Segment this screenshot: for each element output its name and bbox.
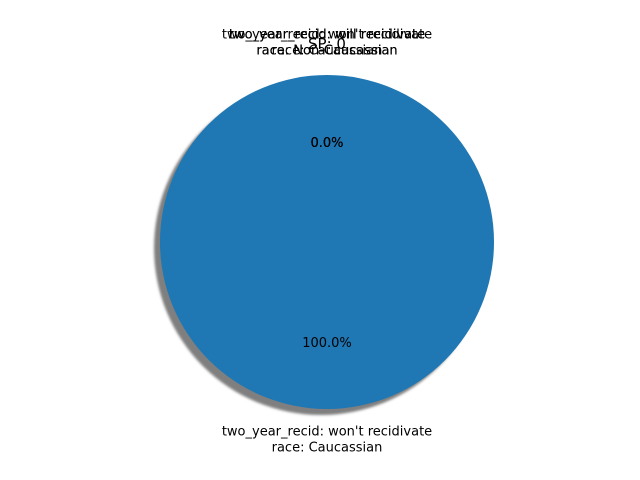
pie-slice-label-line: race: Non-Caucassian <box>256 43 397 58</box>
pie-slice-pct-label-3: 0.0% <box>310 136 343 151</box>
pie-slice-label-0: two_year_recid: won't recidivate race: Ca… <box>222 425 432 456</box>
pie-slice-label-line: two_year_recid: won't recidivate <box>222 27 432 42</box>
pie-slice-pct-label-1: 0.0% <box>310 136 343 151</box>
pie-slice-label-1: two_year_recid: will recidivate race: Cau… <box>229 27 425 58</box>
pie-slice-label-3: two_year_recid: will recidivate race: Non… <box>229 27 425 58</box>
pie-slice-label-line: race: Caucassian <box>272 43 383 58</box>
pie-label-layer: two_year_recid: won't recidivate race: Ca… <box>222 27 432 455</box>
pie-slice-label-line: race: Non-Caucassian <box>256 43 397 58</box>
pie-slice-label-2: two_year_recid: won't recidivate race: No… <box>222 27 432 58</box>
pie-slice-label-line: race: Caucassian <box>272 441 383 456</box>
pie-slice-0 <box>160 75 494 409</box>
pie-slice-layer <box>160 75 494 409</box>
pie-slice-label-line: two_year_recid: will recidivate <box>229 27 425 42</box>
chart-title: SP: 0 <box>308 35 346 53</box>
pie-slice-pct-label-0: 100.0% <box>302 336 352 351</box>
pie-slice-label-line: two_year_recid: won't recidivate <box>222 425 432 440</box>
pie-slice-label-line: two_year_recid: will recidivate <box>229 27 425 42</box>
pie-slice-pct-label-2: 0.0% <box>310 136 343 151</box>
